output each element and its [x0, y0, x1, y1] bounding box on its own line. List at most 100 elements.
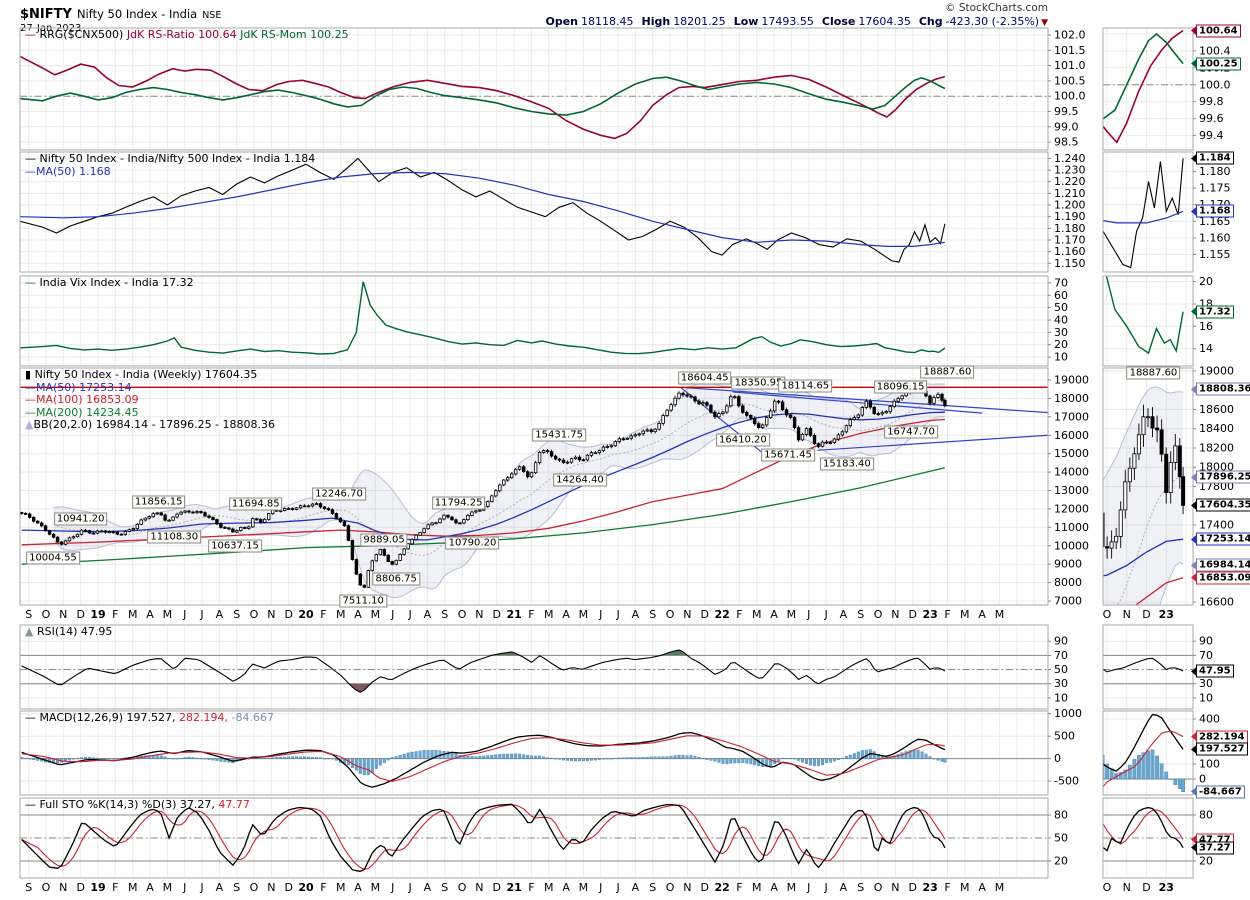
- axis-tick-label: 30: [1054, 326, 1068, 339]
- axis-tick-label: 100.5: [1054, 74, 1086, 87]
- x-axis-label: N: [267, 608, 275, 621]
- axis-tick-label: 50: [1054, 663, 1068, 676]
- axis-tick-label: 15000: [1054, 447, 1089, 460]
- ratio-ma50: [1103, 210, 1184, 224]
- axis-tick-label: 101.5: [1054, 44, 1086, 57]
- x-axis-label: O: [874, 608, 883, 621]
- axis-tick-label: 14000: [1054, 466, 1089, 479]
- x-axis-label: J: [182, 881, 186, 894]
- macd-signal: [21, 735, 945, 782]
- x-axis-label: M: [995, 608, 1005, 621]
- x-axis-label: A: [146, 881, 154, 894]
- x-axis-label: F: [736, 881, 742, 894]
- rrg-mini-panel: [1103, 28, 1193, 150]
- x-axis-label: A: [632, 608, 640, 621]
- rrg-panel: [20, 28, 1048, 150]
- symbol: $NIFTY: [20, 7, 72, 22]
- axis-tick-label: 16600: [1199, 596, 1234, 609]
- axis-tick-label: 18000: [1199, 461, 1234, 474]
- x-axis-label: J: [407, 608, 411, 621]
- x-axis-label: O: [42, 881, 51, 894]
- axis-tick-label: 17800: [1199, 480, 1234, 493]
- x-axis-label: D: [1142, 608, 1150, 621]
- axis-tick-label: 99.8: [1199, 95, 1224, 108]
- x-axis-label: A: [216, 881, 224, 894]
- axis-tick-label: 1.155: [1199, 248, 1231, 261]
- rsi-panel: [20, 625, 1048, 709]
- vix-mini-panel: [1103, 276, 1193, 366]
- x-axis-label: J: [615, 608, 619, 621]
- x-axis-label: J: [615, 881, 619, 894]
- axis-tick-label: 1.220: [1054, 175, 1086, 188]
- x-axis-label: J: [598, 608, 602, 621]
- trendline: [817, 434, 1048, 451]
- x-axis-label: J: [182, 608, 186, 621]
- x-axis-label: N: [1123, 608, 1131, 621]
- india-vix: [20, 281, 946, 355]
- axis-tick-label: 102.0: [1054, 29, 1086, 42]
- x-axis-label: D: [701, 608, 709, 621]
- trendline: [732, 391, 983, 414]
- axis-tick-label: 20: [1199, 275, 1213, 288]
- x-axis-label: 21: [506, 608, 521, 621]
- macd-line: [1103, 713, 1184, 772]
- axis-tick-label: 500: [1054, 730, 1075, 743]
- axis-tick-label: 40: [1054, 314, 1068, 327]
- ohlc-quote-row: Open 18118.45 High 18201.25 Low 17493.55 Close…: [537, 15, 1048, 28]
- quote-value: 17493.55: [761, 15, 814, 28]
- axis-tick-label: 14: [1199, 342, 1213, 355]
- x-axis-label: A: [840, 881, 848, 894]
- axis-tick-label: 70: [1054, 649, 1068, 662]
- x-axis-label: M: [128, 608, 138, 621]
- axis-tick-label: 10: [1054, 351, 1068, 364]
- macd-panel: [20, 711, 1048, 795]
- ratio-ma50: [20, 171, 945, 247]
- x-axis-label: M: [371, 881, 381, 894]
- x-axis-label: S: [649, 881, 656, 894]
- jdk-rs-ratio: [20, 55, 946, 140]
- axis-tick-label: 1.175: [1199, 182, 1231, 195]
- axis-tick-label: 100.6: [1199, 27, 1231, 40]
- x-axis-label: F: [528, 881, 534, 894]
- x-axis-label: N: [475, 881, 483, 894]
- x-axis-label: A: [354, 881, 362, 894]
- x-axis-label: F: [112, 608, 118, 621]
- axis-tick-label: 99.5: [1054, 105, 1079, 118]
- axis-tick-label: 1.210: [1054, 187, 1086, 200]
- x-axis-label: F: [944, 881, 950, 894]
- x-axis-label: M: [579, 608, 589, 621]
- x-axis-label: A: [840, 608, 848, 621]
- axis-tick-label: 1.180: [1054, 222, 1086, 235]
- axis-tick-label: 1.230: [1054, 164, 1086, 177]
- x-axis-label: F: [320, 608, 326, 621]
- axis-tick-label: 400: [1199, 713, 1220, 726]
- axis-tick-label: 100.4: [1199, 44, 1231, 57]
- x-axis-label: J: [390, 608, 394, 621]
- axis-tick-label: 1.160: [1199, 231, 1231, 244]
- x-axis-label: M: [787, 881, 797, 894]
- x-axis-label: S: [857, 881, 864, 894]
- x-axis-label: 19: [90, 881, 105, 894]
- x-axis-label: S: [25, 881, 32, 894]
- axis-tick-label: 98.5: [1054, 136, 1079, 149]
- axis-tick-label: 20: [1199, 855, 1213, 868]
- axis-tick-label: 12000: [1054, 502, 1089, 515]
- rsi-line: [21, 649, 946, 693]
- axis-tick-label: 8000: [1054, 576, 1082, 589]
- x-axis-label: 23: [922, 608, 937, 621]
- x-axis-label: F: [528, 608, 534, 621]
- axis-tick-label: 70: [1054, 276, 1068, 289]
- x-axis-label: S: [233, 608, 240, 621]
- x-axis-label: J: [407, 881, 411, 894]
- axis-tick-label: 19000: [1054, 374, 1089, 387]
- x-axis-label: D: [76, 608, 84, 621]
- x-axis-label: S: [649, 608, 656, 621]
- quote-label: Open: [545, 15, 578, 28]
- price-ma200: [21, 467, 946, 565]
- jdk-rs-ratio: [1103, 29, 1184, 144]
- x-axis-label: A: [562, 881, 570, 894]
- axis-tick-label: 30: [1199, 677, 1213, 690]
- axis-tick-label: 18400: [1199, 422, 1234, 435]
- axis-tick-label: 99.4: [1199, 129, 1224, 142]
